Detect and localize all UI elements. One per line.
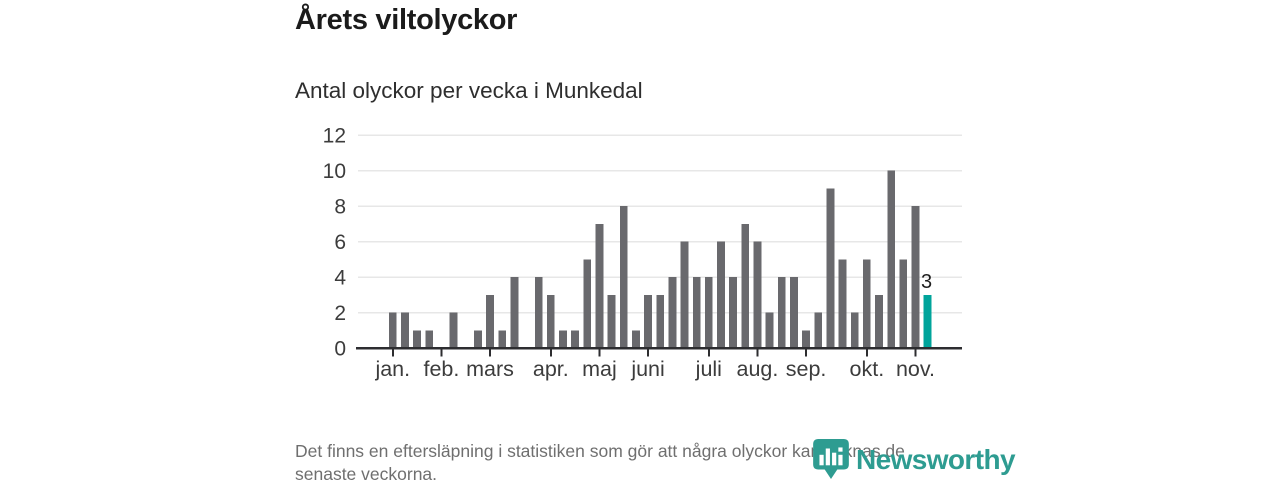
x-axis-label-jan.: jan.	[374, 357, 410, 381]
y-axis-label-8: 8	[334, 196, 346, 219]
bar-week-9	[486, 294, 494, 348]
bar-chart-svg: 0 2 4 6 8 10 12 jan. feb. mars apr. maj juni juli aug.…	[323, 125, 962, 381]
bar-week-28	[717, 241, 725, 348]
x-axis-label-mars: mars	[466, 357, 514, 381]
bar-week-39	[850, 312, 859, 348]
bar-week-11	[510, 277, 519, 348]
bar-week-43	[899, 259, 908, 348]
bar-week-32	[765, 312, 774, 348]
y-axis-label-12: 12	[323, 125, 346, 148]
bar-week-20	[619, 206, 628, 348]
newsworthy-wordmark: Newsworthy	[856, 443, 1016, 475]
bar-week-30	[741, 223, 750, 348]
newsworthy-pin-chart-icon	[812, 438, 850, 485]
bar-week-14	[546, 294, 555, 348]
bar-chart: 0 2 4 6 8 10 12 jan. feb. mars apr. maj juni juli aug.…	[280, 118, 980, 390]
bar-week-23	[656, 294, 665, 348]
bar-week-8	[473, 330, 482, 348]
bar-week-24	[668, 277, 677, 348]
footnote-line-1: Det finns en eftersläpning i statistiken…	[295, 441, 905, 461]
bar-week-4	[425, 330, 434, 348]
bar-week-40	[862, 259, 871, 348]
bar-week-1	[388, 312, 397, 348]
bar-week-42	[887, 170, 896, 348]
bar-week-26	[692, 277, 701, 348]
bar-week-6	[449, 312, 458, 348]
bar-week-15	[559, 330, 567, 348]
y-axis-label-4: 4	[334, 267, 346, 290]
bar-week-45	[923, 294, 932, 348]
bar-week-31	[753, 241, 762, 348]
bar-week-19	[607, 294, 616, 348]
bar-week-17	[583, 259, 592, 348]
bar-week-3	[413, 330, 422, 348]
bar-week-27	[704, 277, 713, 348]
x-axis-label-sep.: sep.	[786, 357, 827, 381]
bar-week-37	[826, 188, 835, 348]
bar-week-33	[777, 277, 786, 348]
bar-week-34	[790, 277, 798, 348]
page-title: Årets viltolyckor	[295, 4, 518, 36]
x-axis-label-juli: juli	[695, 357, 722, 381]
bar-week-13	[534, 277, 543, 348]
y-axis-label-2: 2	[334, 302, 346, 325]
bar-week-38	[838, 259, 847, 348]
bar-week-16	[571, 330, 580, 348]
chart-subtitle: Antal olyckor per vecka i Munkedal	[295, 78, 643, 103]
bar-week-44	[911, 206, 920, 348]
bar-week-21	[632, 330, 640, 348]
bar-week-22	[644, 294, 652, 348]
bar-week-29	[729, 277, 738, 348]
footnote: Det finns en eftersläpning i statistiken…	[295, 440, 995, 486]
bar-week-25	[680, 241, 689, 348]
x-axis-label-maj: maj	[582, 357, 617, 381]
x-axis-label-okt.: okt.	[850, 357, 885, 381]
bar-week-10	[498, 330, 507, 348]
highlight-value-label: 3	[921, 271, 932, 293]
bar-week-36	[814, 312, 823, 348]
x-axis-label-apr.: apr.	[533, 357, 569, 381]
x-axis-label-nov.: nov.	[896, 357, 935, 381]
bar-week-2	[401, 312, 409, 348]
y-axis-label-10: 10	[323, 160, 346, 183]
x-axis-label-juni: juni	[630, 357, 664, 381]
bar-week-18	[595, 223, 604, 348]
y-axis-label-0: 0	[334, 338, 346, 361]
bar-week-35	[802, 330, 810, 348]
x-axis-label-aug.: aug.	[737, 357, 779, 381]
newsworthy-logo: Newsworthy	[812, 438, 1016, 485]
x-axis-label-feb.: feb.	[423, 357, 459, 381]
bar-week-41	[875, 294, 883, 348]
y-axis-label-6: 6	[334, 231, 346, 254]
footnote-line-2: senaste veckorna.	[295, 464, 438, 484]
